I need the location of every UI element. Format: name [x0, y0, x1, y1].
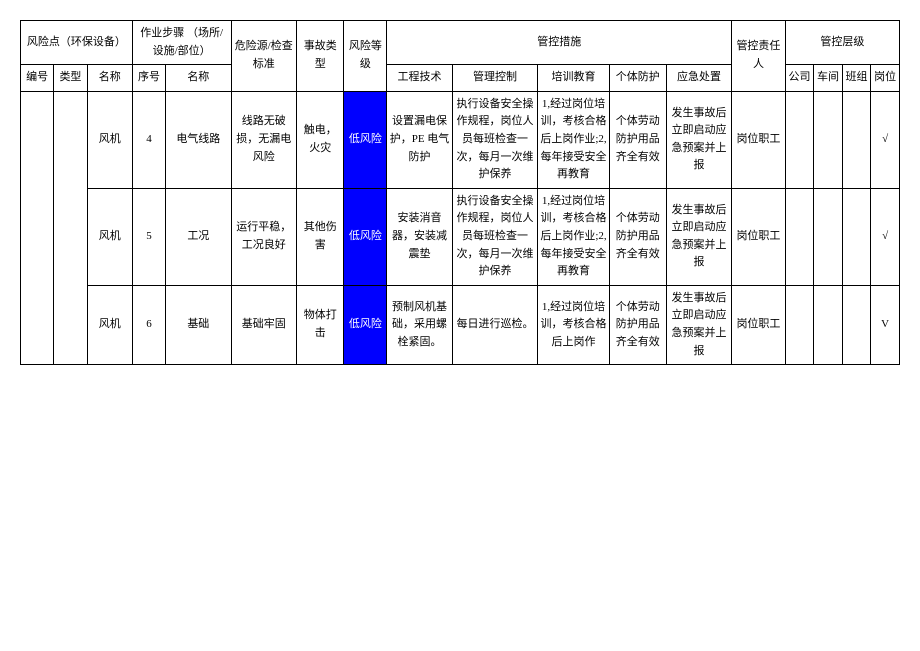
cell-accident: 触电，火灾: [296, 91, 344, 188]
cell-emergency: 发生事故后立即启动应急预案并上报: [666, 285, 731, 364]
cell-emergency: 发生事故后立即启动应急预案并上报: [666, 91, 731, 188]
header-risk-point: 风险点（环保设备）: [21, 21, 133, 65]
table-row: 风机4电气线路线路无破损，无漏电风险触电，火灾低风险设置漏电保护，PE 电气防护…: [21, 91, 900, 188]
header-engineering: 工程技术: [387, 65, 452, 92]
cell-company: [785, 188, 814, 285]
header-name: 名称: [87, 65, 132, 92]
cell-management: 执行设备安全操作规程，岗位人员每班检查一次，每月一次维护保养: [452, 91, 538, 188]
cell-hazard: 线路无破损，无漏电风险: [231, 91, 296, 188]
cell-ppe: 个体劳动防护用品齐全有效: [609, 285, 666, 364]
header-measures: 管控措施: [387, 21, 732, 65]
cell-workshop: [814, 91, 843, 188]
cell-step-name: 基础: [166, 285, 231, 364]
cell-engineering: 设置漏电保护，PE 电气防护: [387, 91, 452, 188]
cell-accident: 其他伤害: [296, 188, 344, 285]
header-hazard: 危险源/检查标准: [231, 21, 296, 92]
cell-post: √: [871, 188, 900, 285]
cell-step-name: 电气线路: [166, 91, 231, 188]
header-level: 管控层级: [785, 21, 899, 65]
cell-risk-level: 低风险: [344, 285, 387, 364]
risk-table: 风险点（环保设备） 作业步骤 （场所/设施/部位） 危险源/检查标准 事故类型 …: [20, 20, 900, 365]
cell-training: 1,经过岗位培训，考核合格后上岗作业;2,每年接受安全再教育: [538, 91, 609, 188]
cell-company: [785, 285, 814, 364]
header-workshop: 车间: [814, 65, 843, 92]
cell-management: 每日进行巡检。: [452, 285, 538, 364]
cell-team: [842, 91, 871, 188]
header-post: 岗位: [871, 65, 900, 92]
cell-person: 岗位职工: [732, 188, 786, 285]
cell-accident: 物体打击: [296, 285, 344, 364]
cell-hazard: 运行平稳，工况良好: [231, 188, 296, 285]
header-work-steps: 作业步骤 （场所/设施/部位）: [132, 21, 231, 65]
cell-type: [54, 91, 87, 364]
cell-ppe: 个体劳动防护用品齐全有效: [609, 91, 666, 188]
header-step-name: 名称: [166, 65, 231, 92]
cell-company: [785, 91, 814, 188]
cell-emergency: 发生事故后立即启动应急预案并上报: [666, 188, 731, 285]
header-person: 管控责任人: [732, 21, 786, 92]
header-company: 公司: [785, 65, 814, 92]
table-row: 风机5工况运行平稳，工况良好其他伤害低风险安装消音器，安装减震垫执行设备安全操作…: [21, 188, 900, 285]
cell-risk-level: 低风险: [344, 91, 387, 188]
cell-training: 1,经过岗位培训，考核合格后上岗作: [538, 285, 609, 364]
header-accident: 事故类型: [296, 21, 344, 92]
cell-post: V: [871, 285, 900, 364]
header-ppe: 个体防护: [609, 65, 666, 92]
cell-team: [842, 285, 871, 364]
cell-seq: 5: [132, 188, 165, 285]
header-id: 编号: [21, 65, 54, 92]
cell-training: 1,经过岗位培训，考核合格后上岗作业;2,每年接受安全再教育: [538, 188, 609, 285]
cell-engineering: 预制风机基础，采用螺栓紧固。: [387, 285, 452, 364]
cell-step-name: 工况: [166, 188, 231, 285]
cell-ppe: 个体劳动防护用品齐全有效: [609, 188, 666, 285]
cell-post: √: [871, 91, 900, 188]
cell-workshop: [814, 285, 843, 364]
table-row: 风机6基础基础牢固物体打击低风险预制风机基础，采用螺栓紧固。每日进行巡检。1,经…: [21, 285, 900, 364]
cell-name: 风机: [87, 285, 132, 364]
cell-team: [842, 188, 871, 285]
cell-seq: 6: [132, 285, 165, 364]
header-training: 培训教育: [538, 65, 609, 92]
cell-name: 风机: [87, 91, 132, 188]
cell-engineering: 安装消音器，安装减震垫: [387, 188, 452, 285]
cell-risk-level: 低风险: [344, 188, 387, 285]
cell-id: [21, 91, 54, 364]
header-risk-level: 风险等级: [344, 21, 387, 92]
header-management: 管理控制: [452, 65, 538, 92]
cell-person: 岗位职工: [732, 285, 786, 364]
cell-management: 执行设备安全操作规程，岗位人员每班检查一次，每月一次维护保养: [452, 188, 538, 285]
header-seq: 序号: [132, 65, 165, 92]
header-emergency: 应急处置: [666, 65, 731, 92]
cell-workshop: [814, 188, 843, 285]
cell-person: 岗位职工: [732, 91, 786, 188]
cell-name: 风机: [87, 188, 132, 285]
header-team: 班组: [842, 65, 871, 92]
cell-hazard: 基础牢固: [231, 285, 296, 364]
header-type: 类型: [54, 65, 87, 92]
cell-seq: 4: [132, 91, 165, 188]
